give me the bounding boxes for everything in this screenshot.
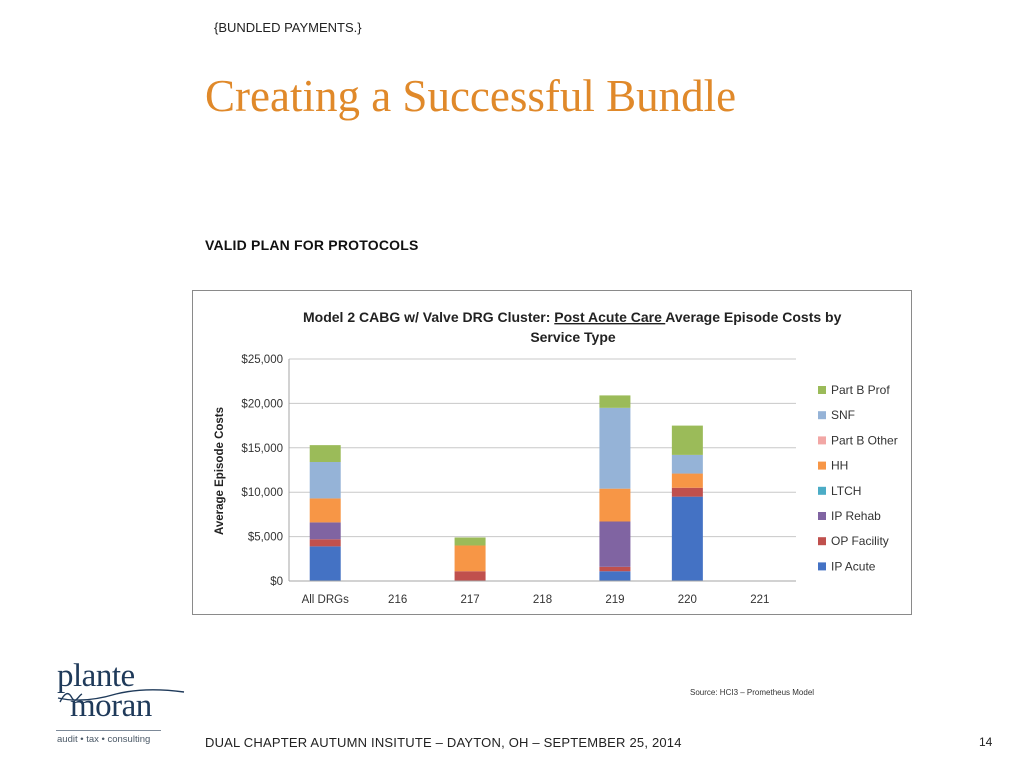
footer-text: DUAL CHAPTER AUTUMN INSITUTE – DAYTON, O… <box>205 735 682 750</box>
bar-segment-snf <box>599 407 631 489</box>
bar-segment-op-facility <box>454 571 486 581</box>
legend-label: SNF <box>831 408 855 422</box>
slide-title: Creating a Successful Bundle <box>205 71 737 121</box>
x-tick-label: All DRGs <box>302 594 350 606</box>
bar-segment-part-b-prof <box>454 537 486 546</box>
logo-word-moran: moran <box>70 688 152 724</box>
bar-segment-op-facility <box>309 539 341 547</box>
bar-segment-part-b-prof <box>671 425 703 455</box>
legend-swatch <box>818 386 826 394</box>
y-tick-label: $0 <box>270 576 283 588</box>
y-tick-label: $5,000 <box>248 532 283 544</box>
legend-swatch <box>818 461 826 470</box>
y-tick-label: $15,000 <box>241 443 283 455</box>
source-note: Source: HCI3 – Prometheus Model <box>690 688 815 697</box>
legend-swatch <box>818 436 826 445</box>
x-tick-label: 218 <box>533 594 552 606</box>
bar-segment-ip-acute <box>671 496 703 581</box>
y-axis-title: Average Episode Costs <box>214 407 226 535</box>
logo-tagline: audit • tax • consulting <box>57 734 151 745</box>
bar-segment-op-facility <box>599 566 631 572</box>
plante-moran-logo: plante moran audit • tax • consulting <box>56 660 186 752</box>
x-tick-label: 219 <box>605 594 624 606</box>
legend-label: Part B Prof <box>831 383 890 397</box>
legend-label: LTCH <box>831 484 861 498</box>
x-tick-label: 221 <box>750 594 769 606</box>
bar-segment-ip-rehab <box>599 521 631 567</box>
bar-segment-part-b-prof <box>309 445 341 463</box>
chart-title-line2: Service Type <box>530 329 616 345</box>
y-tick-label: $25,000 <box>241 354 283 366</box>
section-tag: {BUNDLED PAYMENTS.} <box>214 20 362 35</box>
page-number: 14 <box>979 735 993 749</box>
bar-segment-hh <box>454 545 486 572</box>
logo-swoosh-icon <box>57 689 185 703</box>
y-tick-label: $20,000 <box>241 398 283 410</box>
legend-label: IP Rehab <box>831 509 881 523</box>
bar-segment-ip-acute <box>309 546 341 581</box>
bar-segment-part-b-prof <box>599 395 631 408</box>
logo-word-plante: plante <box>57 658 135 694</box>
legend-swatch <box>818 537 826 546</box>
bar-segment-hh <box>309 498 341 523</box>
bar-segment-op-facility <box>671 487 703 497</box>
legend-label: OP Facility <box>831 534 889 548</box>
legend-swatch <box>818 411 826 420</box>
stacked-bar-chart: Model 2 CABG w/ Valve DRG Cluster: Post … <box>214 309 898 606</box>
x-tick-label: 220 <box>678 594 697 606</box>
legend-label: HH <box>831 459 848 473</box>
legend-swatch <box>818 486 826 495</box>
x-tick-label: 216 <box>388 594 407 606</box>
bar-segment-ip-rehab <box>309 522 341 540</box>
chart-title: Model 2 CABG w/ Valve DRG Cluster: Post … <box>303 309 842 325</box>
legend-label: Part B Other <box>831 433 898 447</box>
x-tick-label: 217 <box>460 594 479 606</box>
chart-title-underlined: Post Acute Care <box>554 309 665 325</box>
chart-title-part: Model 2 CABG w/ Valve DRG Cluster: <box>303 309 554 325</box>
legend-label: IP Acute <box>831 559 876 573</box>
bar-segment-ip-acute <box>599 571 631 581</box>
logo-divider <box>56 730 161 731</box>
section-heading: VALID PLAN FOR PROTOCOLS <box>205 237 419 253</box>
bar-segment-hh <box>671 473 703 488</box>
bar-segment-snf <box>309 462 341 499</box>
y-tick-label: $10,000 <box>241 487 283 499</box>
bar-segment-snf <box>671 454 703 474</box>
bar-segment-hh <box>599 488 631 522</box>
chart-frame: Model 2 CABG w/ Valve DRG Cluster: Post … <box>192 290 912 615</box>
legend-swatch <box>818 512 826 520</box>
chart-title-part: Average Episode Costs by <box>665 309 841 325</box>
legend-swatch <box>818 562 826 571</box>
